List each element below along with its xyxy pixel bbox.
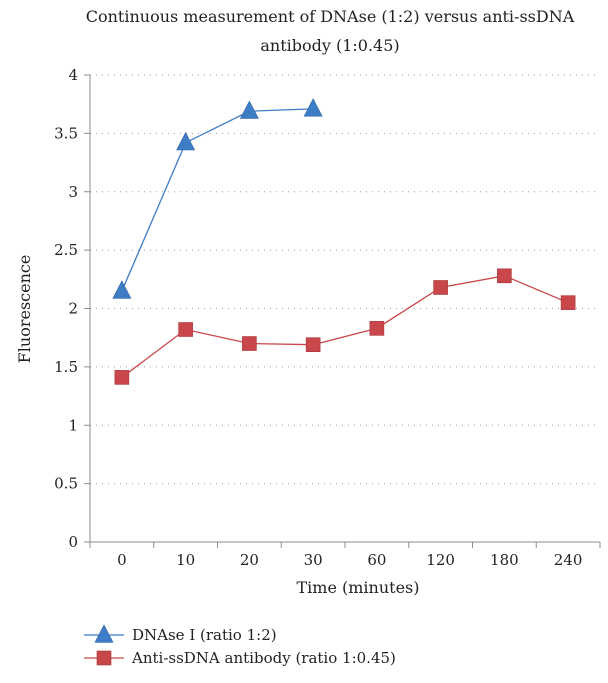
y-tick-label: 2.5 — [54, 241, 78, 259]
x-tick-label: 20 — [240, 551, 259, 569]
data-point-square — [178, 322, 193, 337]
data-point-triangle — [176, 132, 196, 151]
x-tick-label: 30 — [304, 551, 323, 569]
legend: DNAse I (ratio 1:2) Anti-ssDNA antibody (… — [84, 624, 396, 667]
y-tick-label: 0.5 — [54, 475, 78, 493]
data-point-square — [242, 336, 257, 351]
x-tick-label: 60 — [367, 551, 386, 569]
legend-label: DNAse I (ratio 1:2) — [132, 626, 277, 644]
chart-title-line-1: Continuous measurement of DNAse (1:2) ve… — [86, 7, 575, 26]
x-tick-label: 180 — [490, 551, 519, 569]
x-tick-label: 240 — [554, 551, 583, 569]
y-tick-label: 2 — [68, 300, 78, 318]
y-tick-label: 1.5 — [54, 358, 78, 376]
data-point-square — [369, 321, 385, 336]
series-layer — [112, 98, 576, 385]
data-point-square — [305, 337, 321, 352]
data-point-square — [497, 268, 512, 284]
data-point-triangle — [112, 280, 132, 299]
y-tick-label: 1 — [68, 416, 78, 434]
y-axis-label: Fluorescence — [15, 255, 34, 364]
legend-square-marker — [96, 650, 112, 666]
x-axis-label: Time (minutes) — [296, 578, 419, 597]
data-point-triangle — [303, 98, 323, 117]
x-tick-label: 10 — [176, 551, 195, 569]
legend-triangle-marker — [94, 624, 114, 643]
legend-item-1: DNAse I (ratio 1:2) — [84, 624, 277, 644]
y-tick-label: 0 — [68, 533, 78, 551]
y-tick-label: 3.5 — [54, 124, 78, 142]
y-tick-label: 3 — [68, 183, 78, 201]
series-1 — [112, 98, 323, 299]
legend-item-2: Anti-ssDNA antibody (ratio 1:0.45) — [84, 649, 396, 667]
gridlines — [90, 74, 600, 485]
data-point-triangle — [239, 100, 259, 119]
series-2 — [114, 268, 576, 385]
y-tick-label: 4 — [68, 66, 78, 84]
data-point-square — [114, 370, 130, 385]
x-tick-labels: 0 10 20 30 60 120 180 240 — [117, 551, 582, 569]
legend-label: Anti-ssDNA antibody (ratio 1:0.45) — [131, 649, 396, 667]
data-point-square — [560, 295, 576, 310]
x-tick-label: 0 — [117, 551, 127, 569]
axes — [84, 74, 601, 548]
series-line — [121, 275, 569, 378]
series-line — [121, 108, 314, 292]
x-tick-label: 120 — [426, 551, 455, 569]
data-point-square — [433, 280, 448, 295]
chart-title-line-2: antibody (1:0.45) — [260, 36, 399, 55]
y-tick-labels: 0 0.5 1 1.5 2 2.5 3 3.5 4 — [54, 66, 78, 551]
